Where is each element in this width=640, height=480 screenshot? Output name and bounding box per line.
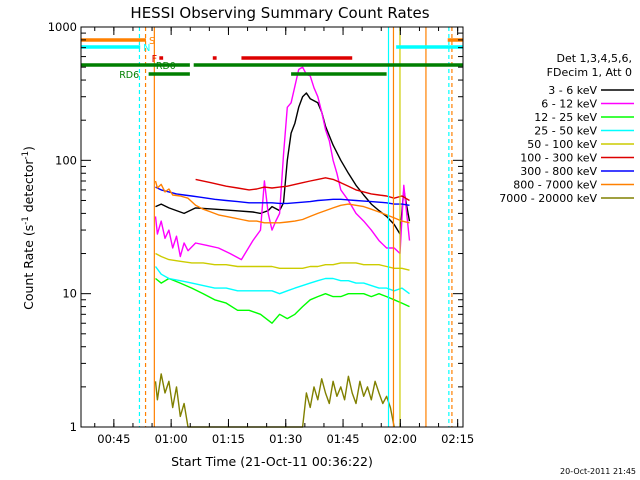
series-layer [154, 66, 411, 428]
legend-label-0: 3 - 6 keV [548, 84, 597, 97]
series-line-5 [195, 177, 410, 202]
legend-label-4: 50 - 100 keV [527, 138, 597, 151]
y-tick-label-2: 100 [55, 153, 77, 167]
x-tick-label-1: 01:00 [155, 432, 188, 446]
plot-frame [80, 26, 464, 428]
flag-label-n: N [143, 43, 150, 54]
series-line-7 [154, 180, 410, 224]
y-axis-label: Count Rate (s-1 detector-1) [21, 146, 36, 310]
flag-label-rd6: RD6 [119, 70, 139, 81]
x-axis-label: Start Time (21-Oct-11 00:36:22) [171, 454, 373, 469]
legend-header-line1: Det 1,3,4,5,6, [556, 52, 632, 65]
flag-label-f: F [152, 54, 157, 65]
y-tick-label-0: 1 [70, 420, 77, 434]
series-line-0 [155, 92, 411, 235]
x-tick-label-6: 02:15 [441, 432, 474, 446]
series-line-1 [154, 66, 411, 261]
flag-label-s: S [149, 36, 155, 47]
series-line-3 [154, 266, 410, 295]
x-tick-label-2: 01:15 [212, 432, 245, 446]
x-tick-label-3: 01:30 [269, 432, 302, 446]
legend-label-5: 100 - 300 keV [520, 152, 597, 165]
vertical-markers [138, 27, 453, 427]
legend-label-6: 300 - 800 keV [520, 165, 597, 178]
footer-timestamp: 20-Oct-2011 21:45 [560, 467, 636, 476]
x-tick-label-0: 00:45 [97, 432, 130, 446]
chart-title: HESSI Observing Summary Count Rates [130, 4, 429, 22]
legend-label-8: 7000 - 20000 keV [499, 192, 597, 205]
y-tick-label-1: 10 [62, 287, 77, 301]
series-line-6 [155, 186, 410, 206]
series-line-4 [155, 252, 410, 271]
legend-label-1: 6 - 12 keV [541, 98, 597, 111]
flag-label-rd0: RD0 [156, 61, 176, 72]
legend-label-7: 800 - 7000 keV [513, 179, 597, 192]
axes: 00:45 01:00 01:15 01:30 01:45 02:00 02:15 1 10 10… [48, 20, 475, 446]
x-tick-label-5: 02:00 [384, 432, 417, 446]
series-line-2 [155, 277, 410, 324]
series-line-8 [154, 373, 395, 428]
legend: Det 1,3,4,5,6, FDecim 1, Att 0 3 - 6 keV… [499, 52, 634, 205]
legend-header-line2: FDecim 1, Att 0 [547, 66, 632, 79]
y-tick-label-3: 1000 [48, 20, 77, 34]
x-tick-label-4: 01:45 [326, 432, 359, 446]
legend-label-3: 25 - 50 keV [534, 125, 597, 138]
legend-label-2: 12 - 25 keV [534, 111, 597, 124]
